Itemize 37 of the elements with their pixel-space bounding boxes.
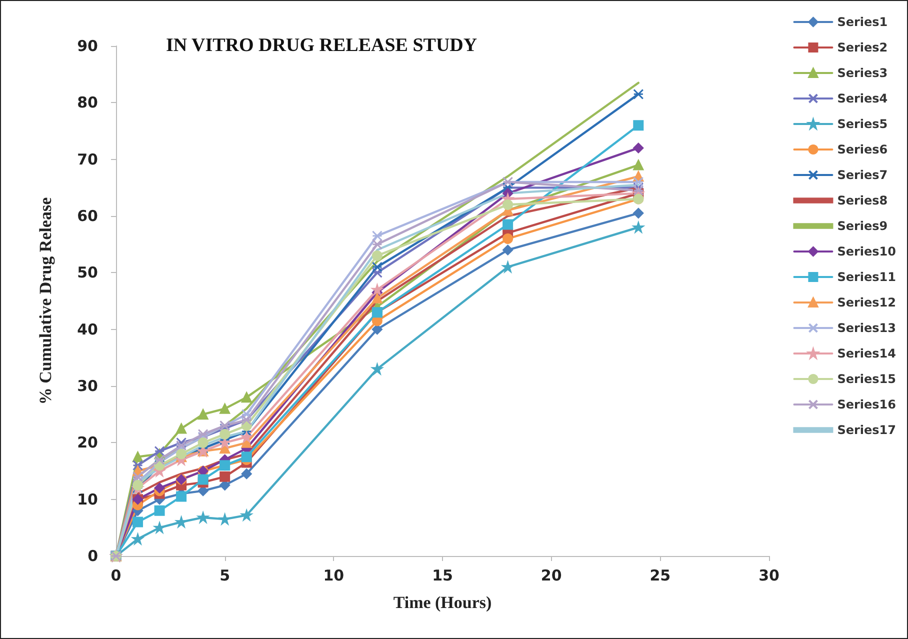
legend-label: Series17 [837, 423, 896, 437]
x-tick-label: 5 [220, 566, 230, 584]
y-tick-label: 70 [77, 150, 98, 168]
y-tick-label: 80 [77, 94, 98, 112]
legend-label: Series10 [837, 244, 896, 258]
legend-label: Series12 [837, 296, 896, 310]
legend-label: Series14 [837, 346, 896, 360]
y-tick-label: 90 [77, 37, 98, 55]
x-axis-title: Time (Hours) [393, 593, 492, 612]
legend-label: Series1 [837, 15, 888, 29]
y-tick-label: 50 [77, 264, 98, 282]
x-tick-label: 30 [758, 566, 780, 584]
chart-title: IN VITRO DRUG RELEASE STUDY [166, 35, 478, 56]
legend-label: Series4 [837, 92, 888, 106]
legend-label: Series3 [837, 66, 888, 80]
legend-label: Series2 [837, 40, 888, 54]
legend-label: Series6 [837, 142, 888, 156]
y-tick-label: 10 [77, 490, 98, 508]
legend-label: Series8 [837, 194, 888, 208]
legend-label: Series5 [837, 117, 888, 131]
x-tick-label: 25 [650, 566, 671, 584]
y-tick-label: 20 [77, 434, 98, 452]
legend-label: Series11 [837, 270, 896, 284]
y-tick-label: 60 [77, 207, 98, 225]
x-tick-label: 20 [540, 566, 562, 584]
legend-label: Series9 [837, 219, 888, 233]
legend-label: Series13 [837, 321, 896, 335]
y-tick-label: 30 [77, 377, 98, 395]
y-tick-label: 40 [77, 320, 98, 338]
legend-label: Series15 [837, 372, 896, 386]
y-axis-title: % Cumulative Drug Release [36, 196, 55, 405]
x-tick-label: 15 [432, 566, 453, 584]
legend-label: Series16 [837, 398, 896, 412]
x-tick-label: 10 [323, 566, 344, 584]
x-tick-label: 0 [110, 566, 122, 584]
legend-label: Series7 [837, 168, 888, 182]
y-tick-label: 0 [88, 547, 98, 565]
